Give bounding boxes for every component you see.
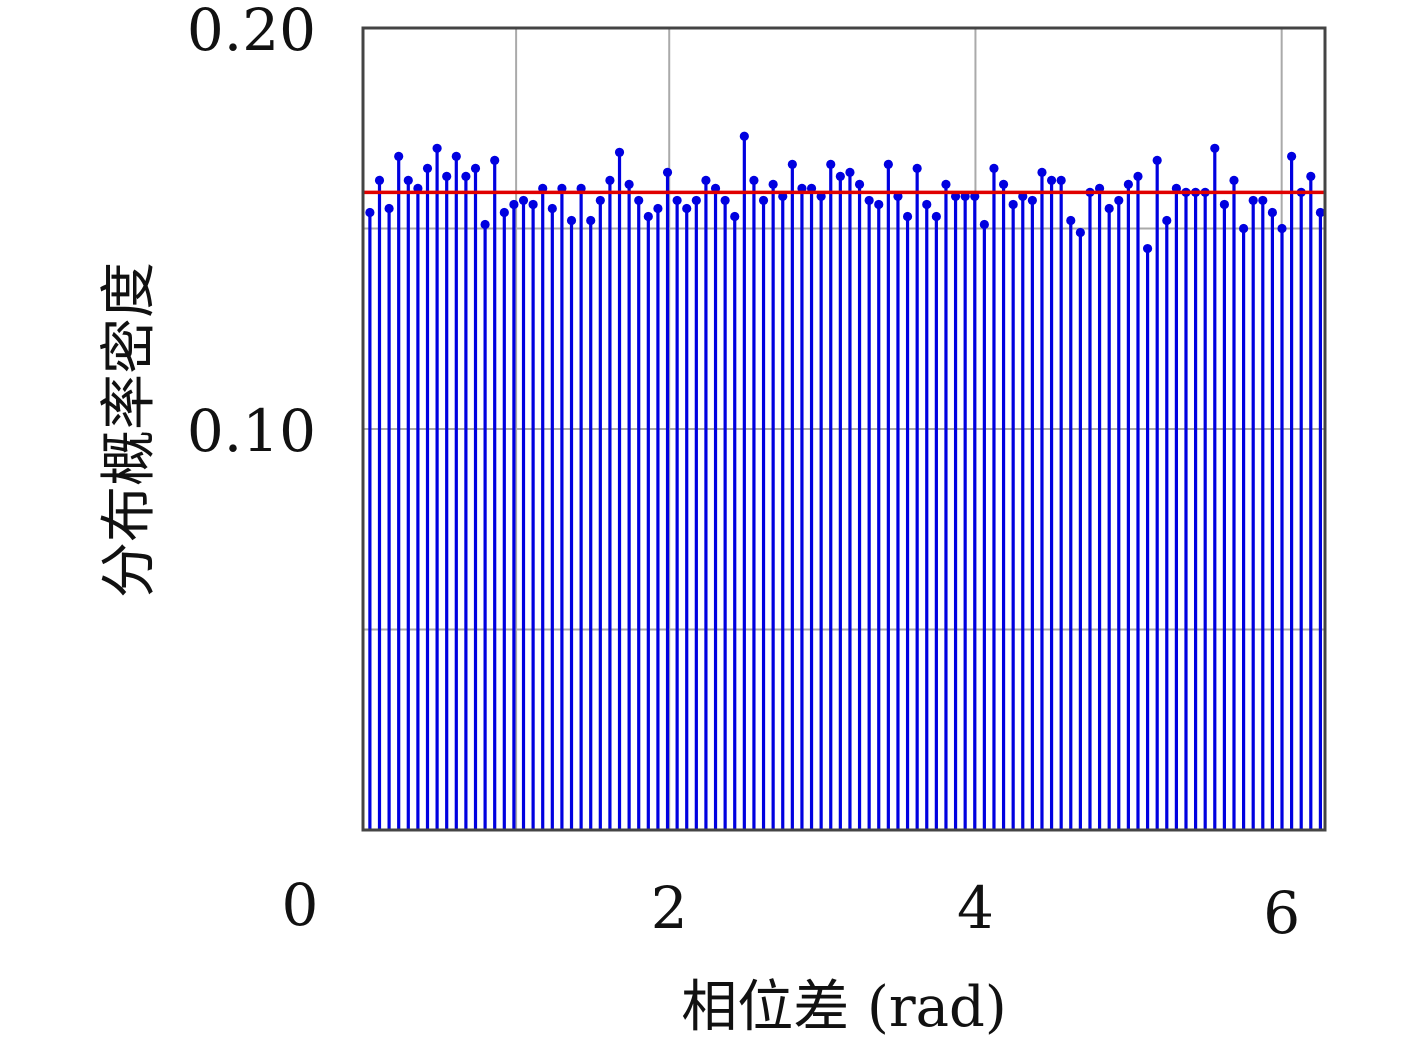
stem-marker: [432, 143, 442, 153]
stem-marker: [1277, 223, 1287, 234]
stem-marker: [528, 199, 538, 210]
stem-marker: [1162, 215, 1172, 226]
stem-marker: [614, 147, 625, 157]
stem-marker: [384, 203, 394, 214]
stem-marker: [1142, 243, 1153, 254]
stem-marker: [1056, 175, 1066, 185]
stem-marker: [691, 195, 701, 206]
stem-marker: [1219, 199, 1229, 210]
x-tick-label: 2: [651, 874, 688, 942]
stem-marker: [1027, 195, 1037, 206]
stem-marker: [1229, 175, 1239, 185]
grid-lines: [363, 28, 1325, 830]
stem-marker: [1248, 195, 1258, 206]
stem-marker: [605, 175, 615, 185]
stem-marker: [883, 159, 893, 169]
x-tick-label: 0: [282, 871, 319, 939]
stem-marker: [595, 195, 605, 206]
stem-marker: [1046, 175, 1057, 185]
stem-marker: [998, 179, 1009, 189]
stem-marker: [730, 211, 740, 222]
stem-marker: [499, 207, 509, 218]
stem-marker: [403, 175, 413, 185]
tick-labels: 0 2 4 6 0.20 0.10: [187, 0, 1300, 947]
stem-marker: [1114, 195, 1124, 206]
stem-marker: [470, 163, 481, 173]
stem-marker: [643, 211, 653, 222]
stem-marker: [1066, 215, 1076, 226]
stem-marker: [547, 203, 557, 214]
plot-frame: [361, 26, 1327, 832]
stem-marker: [768, 179, 778, 189]
stem-marker: [480, 219, 490, 230]
stem-marker: [1152, 155, 1162, 165]
stem-marker: [1075, 227, 1085, 238]
stem-marker: [1306, 171, 1316, 181]
y-tick-label: 0.20: [187, 0, 316, 64]
stem-marker: [490, 155, 500, 165]
x-axis-title: 相位差 (rad): [681, 975, 1007, 1040]
x-tick-label: 4: [957, 874, 994, 942]
stem-marker: [787, 159, 797, 169]
stem-marker: [989, 163, 999, 173]
stem-marker: [826, 159, 836, 169]
stem-marker: [845, 167, 855, 177]
x-tick-label: 6: [1263, 879, 1300, 947]
stem-marker: [864, 195, 874, 206]
stem-marker: [653, 203, 663, 214]
stem-marker: [912, 163, 922, 173]
stem-marker: [442, 171, 452, 181]
stem-marker: [1238, 223, 1249, 234]
stem-marker: [701, 175, 711, 185]
stem-marker: [854, 179, 865, 189]
stem-marker: [941, 179, 951, 189]
stem-marker: [1287, 151, 1297, 161]
stem-marker: [931, 211, 941, 222]
stem-marker: [902, 211, 913, 222]
stem-marker: [451, 151, 461, 161]
stem-marker: [1210, 143, 1220, 153]
stem-marker: [1008, 199, 1018, 210]
stem-marker: [835, 171, 845, 181]
stem-marker: [979, 219, 989, 230]
stem-marker: [374, 175, 385, 185]
stem-marker: [662, 167, 673, 177]
stem-marker: [394, 151, 404, 161]
stem-marker: [1104, 203, 1114, 214]
stem-marker: [1037, 167, 1047, 177]
stem-marker: [365, 207, 375, 218]
stem-marker: [1133, 171, 1143, 181]
stem-marker: [739, 131, 749, 141]
stem-marker: [1315, 207, 1326, 218]
y-tick-label: 0.10: [187, 397, 316, 465]
stem-marker: [749, 175, 759, 185]
stem-marker: [422, 163, 433, 173]
stem-marker: [566, 215, 577, 226]
stem-marker: [1258, 195, 1268, 206]
stem-marker: [509, 199, 519, 210]
stem-marker: [1267, 207, 1278, 218]
stem-marker: [1123, 179, 1133, 189]
stem-marker: [624, 179, 634, 189]
stem-marker: [461, 171, 471, 181]
stem-series: [365, 131, 1326, 830]
stem-marker: [672, 195, 682, 206]
stem-marker: [758, 195, 769, 206]
stem-marker: [634, 195, 644, 206]
stem-marker: [874, 199, 884, 210]
stem-marker: [922, 199, 932, 210]
stem-marker: [682, 203, 692, 214]
stem-marker: [586, 215, 596, 226]
stem-marker: [720, 195, 730, 206]
stem-marker: [518, 195, 529, 206]
y-axis-title: 分布概率密度: [97, 262, 162, 598]
